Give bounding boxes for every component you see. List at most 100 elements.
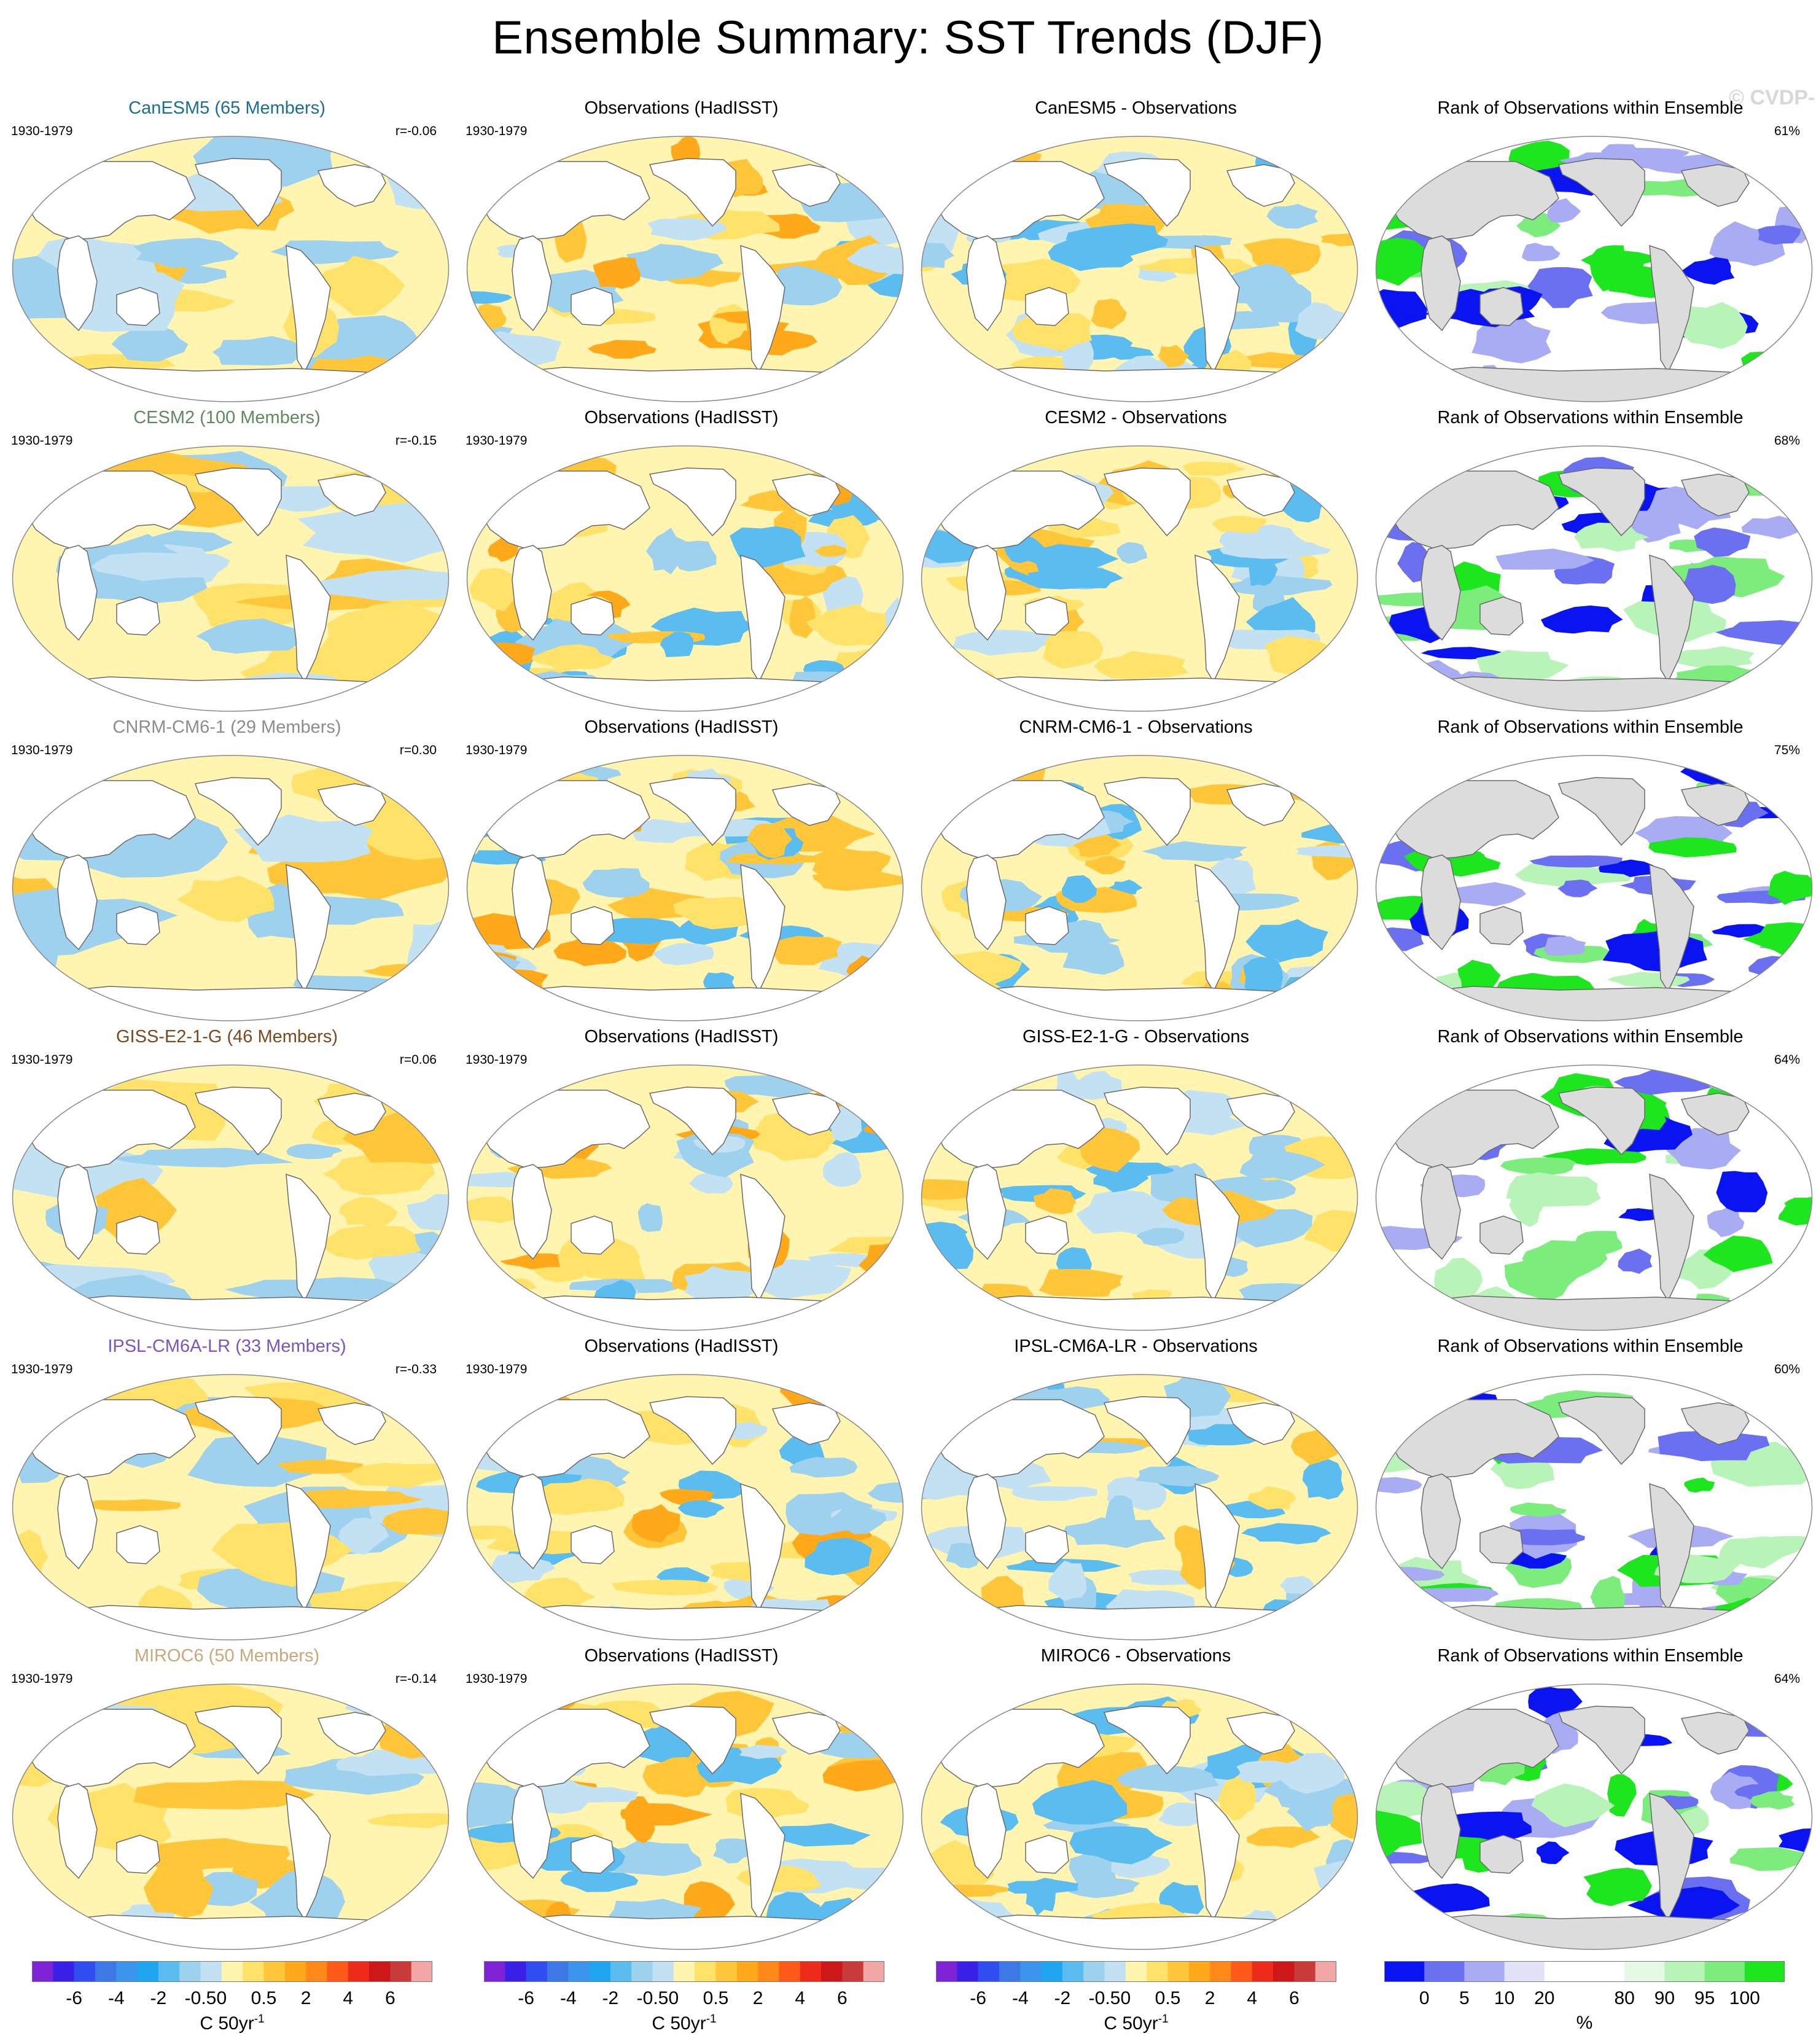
continent-outline (1226, 474, 1295, 517)
continent-outline (771, 783, 841, 826)
field-blob (1105, 1495, 1136, 1540)
panel-title: Observations (HadISST) (584, 1646, 779, 1666)
diff-map (921, 1683, 1358, 1950)
continent-outline (57, 854, 98, 951)
colorbar-tick-label: 80 (1614, 1988, 1635, 2008)
field-blob (467, 160, 515, 194)
field-blob (176, 875, 275, 923)
rank-percentage: 60% (1774, 1362, 1800, 1376)
continent-outline (286, 554, 331, 683)
panel-rank-cesm2: Rank of Observations within Ensemble 68% (1363, 408, 1816, 717)
field-blob (1529, 855, 1623, 868)
continent-outline (740, 244, 785, 373)
panel-model-cesm2: CESM2 (100 Members) 1930-1979 r=-0.15 (0, 408, 454, 717)
panel-model-canesm5: CanESM5 (65 Members) 1930-1979 r=-0.06 (0, 98, 454, 407)
field-blob (684, 1266, 762, 1301)
period-label: 1930-1979 (466, 434, 528, 448)
continent-outline (28, 676, 435, 711)
field-blob (746, 823, 792, 859)
colorbar-tick-label: 20 (1534, 1988, 1555, 2008)
colorbar-swatch (568, 1961, 590, 1982)
obs-map (466, 1374, 904, 1640)
field-blob (1495, 548, 1595, 570)
panel-model-cnrm-cm6-1: CNRM-CM6-1 (29 Members) 1930-1979 r=0.30 (0, 717, 454, 1026)
period-label: 1930-1979 (11, 1672, 73, 1686)
period-label: 1930-1979 (466, 743, 528, 757)
map-border (921, 445, 1358, 712)
field-blob (620, 1803, 713, 1826)
field-blob (1376, 1808, 1422, 1856)
map-container (11, 1063, 450, 1336)
continent-outline (771, 474, 841, 517)
field-blob (534, 1478, 625, 1515)
colorbar-tick-label: 5 (1459, 1988, 1470, 2008)
field-blob (467, 291, 513, 304)
colorbar-tick-label: 2 (1204, 1988, 1215, 2008)
field-blob (1034, 1188, 1077, 1215)
panel-title: Rank of Observations within Ensemble (1437, 1027, 1744, 1047)
field-blob (684, 1881, 735, 1927)
colorbar-tick-label: 2 (300, 1988, 311, 2008)
field-blob (1476, 650, 1569, 682)
field-blob (1376, 289, 1427, 331)
field-blob (1457, 959, 1501, 992)
continent-outline (194, 158, 282, 227)
field-blob (1281, 972, 1355, 1017)
field-blob (1158, 345, 1190, 368)
colorbar-swatch (158, 1961, 180, 1982)
continent-outline (194, 1396, 282, 1465)
continent-outline (571, 1215, 615, 1255)
field-blob (1376, 1303, 1433, 1324)
colorbar-swatches (1384, 1961, 1785, 1982)
colorbar-swatch (306, 1961, 327, 1982)
continent-outline (1392, 367, 1799, 402)
colorbar-swatch (1704, 1961, 1745, 1982)
field-blob (1396, 1588, 1499, 1602)
field-blob (1420, 647, 1506, 660)
continent-outline (1194, 1483, 1240, 1612)
field-blob (1085, 856, 1126, 875)
colorbar-swatch (179, 1961, 201, 1982)
map-border (1375, 1374, 1813, 1640)
colorbar-tick-label: 95 (1694, 1988, 1715, 2008)
colorbar-frame (936, 1961, 1336, 1982)
field-blob (340, 1463, 449, 1488)
map-border (1375, 1683, 1813, 1950)
colorbar-tick-label: 0 (1120, 1988, 1131, 2008)
continent-outline (740, 864, 785, 993)
field-blob (660, 631, 694, 657)
field-blob (631, 1504, 680, 1543)
panel-diff-giss-e2-1-g: GISS-E2-1-G - Observations (909, 1027, 1363, 1336)
model-map (12, 445, 450, 712)
colorbar-swatch (758, 1961, 779, 1982)
continent-outline (740, 1173, 785, 1302)
watermark: © CVDP-LE (1729, 86, 1816, 109)
field-blob (133, 238, 239, 268)
colorbar-swatch (1294, 1961, 1316, 1982)
field-blob (1627, 1886, 1740, 1923)
field-blob (336, 1754, 420, 1776)
continent-outline (937, 1295, 1344, 1330)
field-blob (593, 257, 641, 289)
field-blob (1116, 1764, 1220, 1793)
continent-outline (1420, 854, 1461, 951)
field-blob (319, 256, 405, 316)
panel-title: Observations (HadISST) (584, 717, 779, 737)
trend-colorbar-obs: -6 -4 -2 -0.5 0 0.5 2 4 6 C 50yr-1 (484, 1961, 885, 2041)
field-blob (626, 244, 724, 281)
continent-outline (1479, 906, 1524, 945)
colorbar-unit: C 50yr-1 (1104, 2013, 1169, 2034)
rank-map (1375, 755, 1813, 1021)
field-blob (1674, 302, 1748, 349)
colorbar-swatch (116, 1961, 138, 1982)
map-container (11, 1372, 450, 1645)
field-blob (1527, 267, 1593, 308)
continent-outline (1649, 1792, 1694, 1921)
rank-map (1375, 136, 1813, 402)
field-blob (1434, 1257, 1483, 1300)
continent-outline (1194, 1173, 1240, 1302)
colorbar-swatch (243, 1961, 264, 1982)
colorbar-tick-label: 0 (668, 1988, 679, 2008)
field-blob (407, 1194, 449, 1231)
continent-outline (28, 986, 435, 1021)
